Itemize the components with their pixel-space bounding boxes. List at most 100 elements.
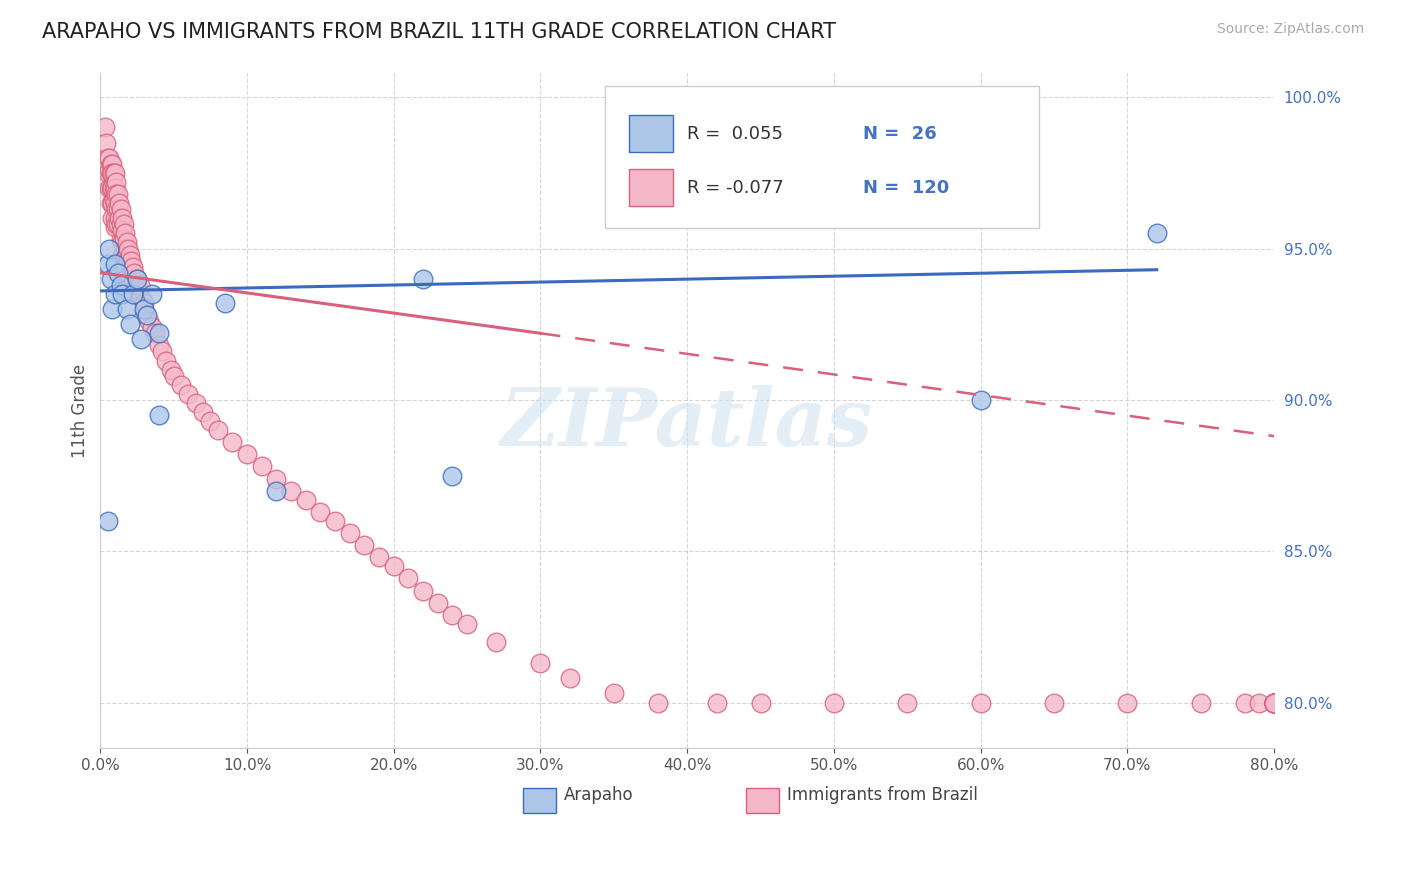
Point <box>1043 696 1066 710</box>
Point <box>706 696 728 710</box>
Point <box>1263 696 1285 710</box>
Point <box>104 196 127 211</box>
Point <box>104 287 127 301</box>
Text: R = -0.077: R = -0.077 <box>688 178 785 197</box>
Point <box>100 196 122 211</box>
Point <box>148 408 170 422</box>
Point <box>134 296 156 310</box>
Bar <box>628 115 673 153</box>
Point <box>368 550 391 565</box>
Point <box>110 232 132 246</box>
Point <box>441 607 464 622</box>
Point <box>118 272 141 286</box>
Point <box>382 559 405 574</box>
Point <box>118 247 141 261</box>
Point <box>353 538 375 552</box>
Point <box>412 272 434 286</box>
Point <box>250 459 273 474</box>
Point <box>107 217 129 231</box>
Point <box>170 377 193 392</box>
Point <box>125 272 148 286</box>
Point <box>120 253 142 268</box>
Point <box>94 120 117 135</box>
Point <box>184 396 207 410</box>
Point <box>485 635 508 649</box>
Point <box>98 162 121 177</box>
Point <box>141 320 163 334</box>
Point <box>441 468 464 483</box>
Point <box>107 266 129 280</box>
Point <box>131 332 153 346</box>
FancyBboxPatch shape <box>605 87 1039 228</box>
Point <box>111 223 134 237</box>
Point <box>101 301 124 316</box>
Point <box>112 217 135 231</box>
Bar <box>747 788 779 814</box>
Text: Source: ZipAtlas.com: Source: ZipAtlas.com <box>1216 22 1364 37</box>
Point <box>114 242 136 256</box>
Point <box>1249 696 1271 710</box>
Point <box>280 483 302 498</box>
Text: Arapaho: Arapaho <box>564 786 634 805</box>
Point <box>121 260 143 274</box>
Point <box>101 166 124 180</box>
Point <box>159 362 181 376</box>
Point <box>111 235 134 250</box>
Point <box>155 353 177 368</box>
Point <box>1146 227 1168 241</box>
Point <box>115 247 138 261</box>
Point <box>104 166 127 180</box>
Point <box>105 202 128 217</box>
Point <box>207 423 229 437</box>
Point <box>309 505 332 519</box>
Point <box>111 287 134 301</box>
Point <box>100 272 122 286</box>
Point <box>118 317 141 331</box>
Point <box>148 338 170 352</box>
Point <box>122 266 145 280</box>
Point <box>100 157 122 171</box>
Point <box>96 136 118 150</box>
Point <box>412 583 434 598</box>
Point <box>1263 696 1285 710</box>
Point <box>131 290 153 304</box>
Point <box>104 220 127 235</box>
Point <box>138 314 160 328</box>
Point <box>103 193 125 207</box>
Text: N =  26: N = 26 <box>863 125 936 143</box>
Point <box>135 308 157 322</box>
Point <box>969 392 991 407</box>
Point <box>529 656 551 670</box>
Point <box>101 181 124 195</box>
Point <box>103 181 125 195</box>
Point <box>1263 696 1285 710</box>
Point <box>426 596 449 610</box>
Point <box>98 151 121 165</box>
Point <box>896 696 918 710</box>
Bar <box>628 169 673 206</box>
Point <box>177 386 200 401</box>
Point <box>749 696 772 710</box>
Point <box>823 696 845 710</box>
Point <box>1263 696 1285 710</box>
Point <box>163 368 186 383</box>
Point <box>339 526 361 541</box>
Point <box>266 472 288 486</box>
Point <box>105 187 128 202</box>
Point <box>104 181 127 195</box>
Point <box>1189 696 1212 710</box>
Point <box>148 326 170 341</box>
Point <box>558 671 581 685</box>
Y-axis label: 11th Grade: 11th Grade <box>72 363 89 458</box>
Point <box>104 211 127 226</box>
Point <box>1263 696 1285 710</box>
Text: ARAPAHO VS IMMIGRANTS FROM BRAZIL 11TH GRADE CORRELATION CHART: ARAPAHO VS IMMIGRANTS FROM BRAZIL 11TH G… <box>42 22 837 42</box>
Point <box>969 696 991 710</box>
Point <box>1116 696 1139 710</box>
Point <box>115 301 138 316</box>
Point <box>110 217 132 231</box>
Point <box>129 277 152 292</box>
Point <box>603 686 626 700</box>
Point <box>150 344 173 359</box>
Point <box>236 447 259 461</box>
